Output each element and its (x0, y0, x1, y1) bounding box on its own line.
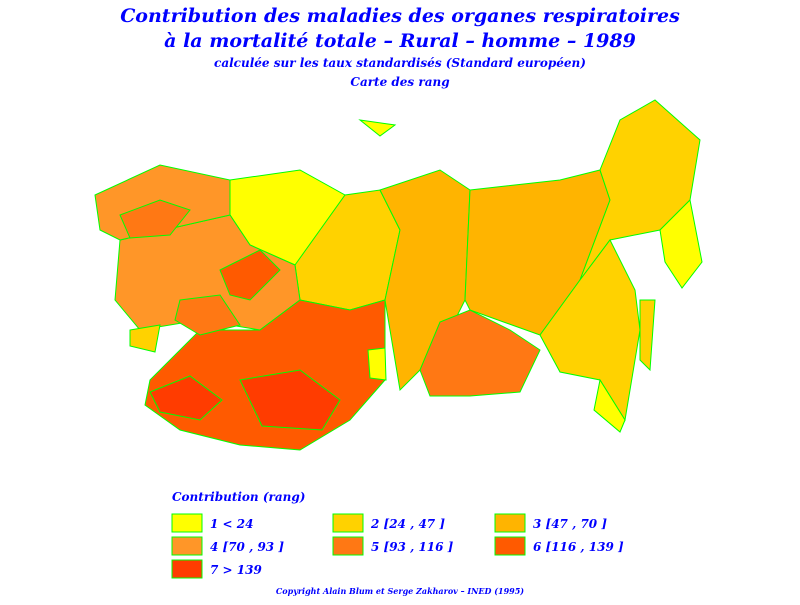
legend-swatch (171, 559, 203, 579)
legend-label: 2 [24 , 47 ] (370, 517, 445, 531)
legend: 1 < 24 2 [24 , 47 ] 3 [47 , 70 ] 4 [70 , 93… (171, 513, 624, 579)
legend-swatch (171, 513, 203, 533)
region (239, 369, 341, 431)
region (639, 299, 656, 372)
legend-swatch (332, 513, 364, 533)
legend-label: 5 [93 , 116 ] (371, 540, 454, 554)
legend-label: 3 [47 , 70 ] (533, 517, 607, 531)
region (129, 324, 161, 353)
legend-label: 7 > 139 (210, 563, 262, 577)
region (419, 309, 541, 397)
legend-swatch (494, 513, 526, 533)
map-title: Carte des rang (350, 75, 449, 89)
region (367, 347, 387, 381)
legend-label: 6 [116 , 139 ] (533, 540, 624, 554)
legend-label: 1 < 24 (210, 517, 253, 531)
note: calculée sur les taux standardisés (Stan… (214, 56, 586, 70)
legend-swatch (494, 536, 526, 556)
region (659, 198, 703, 289)
region (174, 294, 241, 336)
subtitle: à la mortalité totale – Rural – homme – … (164, 30, 636, 52)
region (119, 199, 191, 239)
title: Contribution des maladies des organes re… (120, 5, 680, 27)
copyright: Copyright Alain Blum et Serge Zakharov –… (276, 586, 524, 596)
region (149, 375, 223, 421)
region (593, 378, 626, 433)
region (219, 249, 281, 301)
legend-label: 4 [70 , 93 ] (210, 540, 284, 554)
region (358, 119, 397, 137)
legend-swatch (332, 536, 364, 556)
map (94, 99, 703, 451)
legend-title: Contribution (rang) (172, 490, 305, 504)
legend-swatch (171, 536, 203, 556)
